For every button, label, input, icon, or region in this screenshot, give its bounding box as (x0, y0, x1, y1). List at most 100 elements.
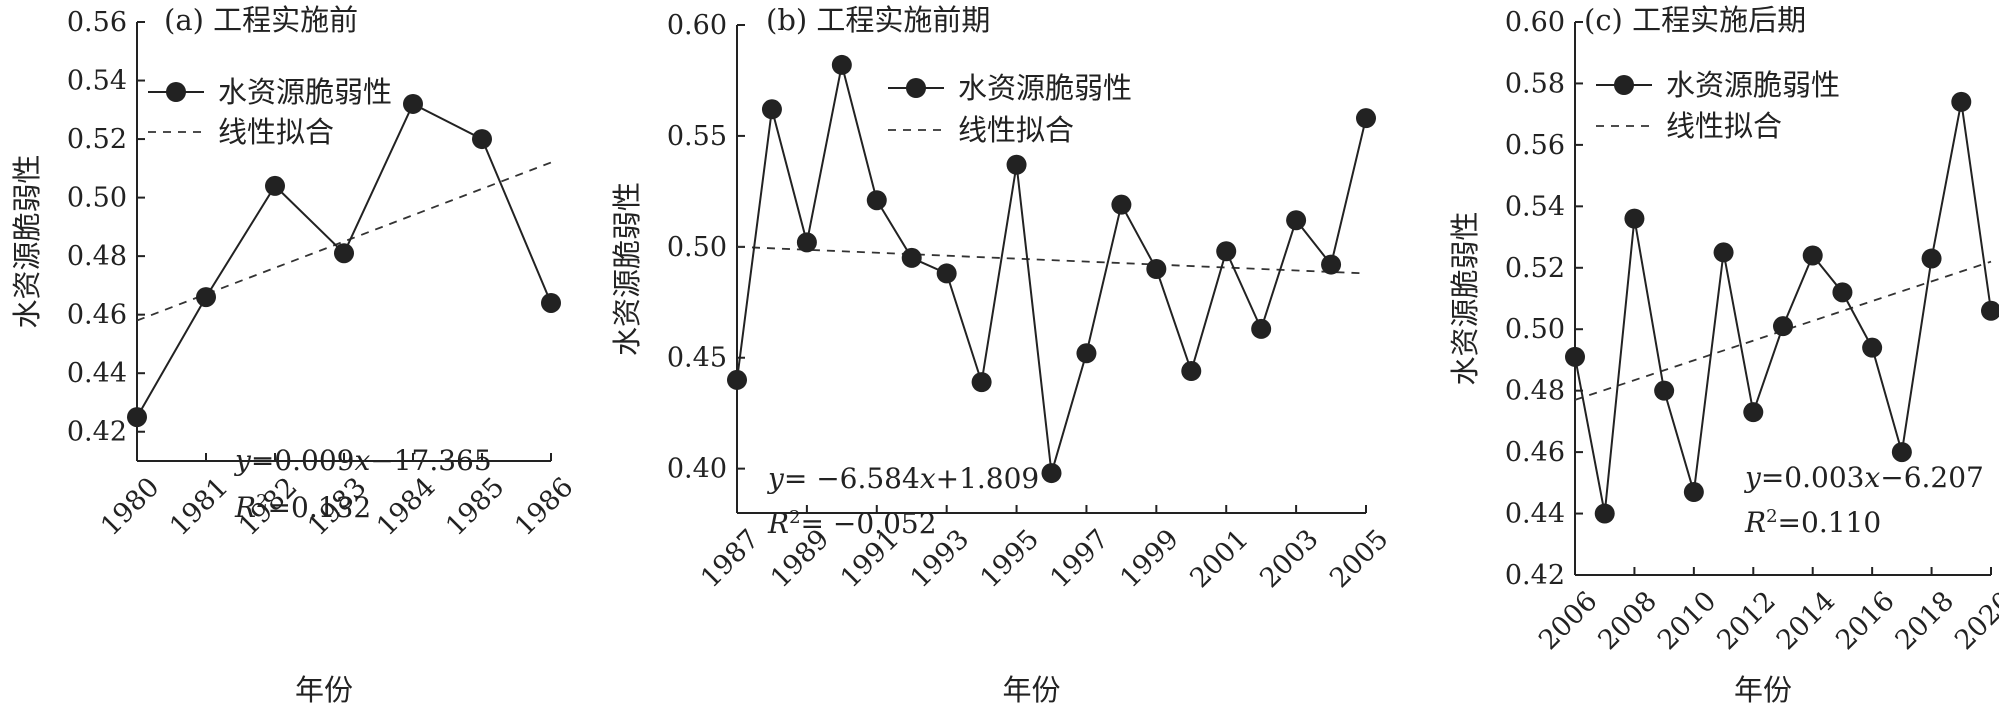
regression-equation: y=0.003x−6.207 (1743, 461, 1984, 494)
y-tick-label: 0.50 (667, 232, 727, 263)
legend-series-marker (1614, 75, 1634, 95)
x-tick-label: 1995 (975, 524, 1046, 595)
data-point (1321, 254, 1342, 275)
data-point (1773, 316, 1793, 337)
x-tick-label: 1997 (1044, 524, 1115, 595)
y-tick-label: 0.56 (1505, 130, 1565, 161)
data-point (196, 287, 216, 308)
data-point (1862, 337, 1883, 358)
y-tick-label: 0.50 (1505, 314, 1565, 345)
regression-equation: y=0.009x−17.365 (233, 444, 492, 477)
legend-series-label: 水资源脆弱性 (958, 71, 1132, 105)
data-point (1683, 482, 1704, 503)
x-tick-label: 2018 (1890, 586, 1961, 657)
regression-equation: y= −6.584x+1.809 (766, 462, 1039, 495)
y-tick-label: 0.40 (667, 454, 727, 485)
data-point (936, 263, 957, 284)
panel-title: (c) 工程实施后期 (1584, 3, 1806, 37)
data-point (1565, 346, 1585, 367)
data-point (1832, 282, 1853, 303)
panel-title: (b) 工程实施前期 (766, 3, 990, 37)
y-tick-label: 0.42 (67, 417, 127, 448)
x-tick-label: 2003 (1254, 524, 1325, 595)
data-point (1251, 318, 1272, 339)
data-point (1743, 402, 1764, 423)
legend-fit-label: 线性拟合 (958, 113, 1074, 147)
series-line (1574, 101, 1992, 514)
y-tick-label: 0.45 (667, 343, 727, 374)
x-axis-label: 年份 (1734, 673, 1792, 707)
x-tick-label: 1981 (164, 472, 235, 543)
panel-title: (a) 工程实施前 (164, 3, 358, 37)
data-point (1802, 245, 1823, 266)
x-tick-label: 2010 (1652, 586, 1723, 657)
x-tick-label: 1986 (509, 472, 580, 543)
data-point (727, 369, 747, 390)
data-point (1951, 91, 1972, 112)
panel-1: 0.42 0.44 0.46 0.48 0.50 0.52 0.54 0.56 19801981… (10, 3, 580, 707)
legend-fit-label: 线性拟合 (218, 115, 334, 149)
r-squared: R2=0.132 (234, 491, 371, 525)
legend-fit-label: 线性拟合 (1666, 109, 1782, 143)
y-tick-label: 0.52 (67, 124, 127, 155)
data-point (1981, 300, 1999, 321)
x-tick-label: 2020 (1949, 586, 1999, 657)
y-tick-label: 0.54 (1505, 191, 1565, 222)
x-tick-label: 2014 (1771, 586, 1842, 657)
data-point (1891, 442, 1912, 463)
data-point (334, 243, 354, 264)
y-tick-label: 0.44 (1505, 499, 1565, 530)
data-point (901, 247, 922, 268)
x-tick-label: 2006 (1533, 586, 1604, 657)
panel-3: 0.42 0.44 0.46 0.48 0.50 0.52 0.54 0.56 0.58 0.60… (1448, 3, 1999, 707)
x-axis-label: 年份 (1002, 673, 1060, 707)
data-point (796, 232, 817, 253)
data-point (541, 292, 561, 313)
data-point (403, 93, 423, 114)
y-tick-label: 0.60 (1505, 7, 1565, 38)
y-tick-label: 0.50 (67, 183, 127, 214)
data-point (1216, 241, 1237, 262)
y-axis-label: 水资源脆弱性 (610, 182, 644, 356)
y-tick-label: 0.60 (667, 10, 727, 41)
y-axis-label: 水资源脆弱性 (10, 154, 44, 328)
data-point (265, 175, 285, 196)
y-tick-label: 0.55 (667, 121, 727, 152)
x-tick-label: 2016 (1830, 586, 1901, 657)
data-point (1286, 210, 1307, 231)
x-tick-label: 1980 (95, 472, 166, 543)
y-tick-label: 0.46 (1505, 437, 1565, 468)
y-tick-label: 0.52 (1505, 253, 1565, 284)
y-tick-label: 0.56 (67, 7, 127, 38)
y-tick-label: 0.58 (1505, 68, 1565, 99)
x-tick-label: 2005 (1324, 524, 1395, 595)
legend-series-label: 水资源脆弱性 (1666, 68, 1840, 102)
y-tick-label: 0.42 (1505, 560, 1565, 591)
r-squared: R2=0.110 (1744, 506, 1881, 540)
fit-line (736, 245, 1367, 275)
x-tick-label: 2008 (1592, 586, 1663, 657)
legend-series-label: 水资源脆弱性 (218, 75, 392, 109)
data-point (1006, 154, 1027, 175)
y-tick-label: 0.46 (67, 300, 127, 331)
data-point (1181, 361, 1202, 382)
y-axis-label: 水资源脆弱性 (1448, 211, 1482, 385)
data-point (1594, 503, 1615, 524)
data-point (1356, 108, 1376, 129)
data-point (127, 407, 147, 428)
y-tick-label: 0.54 (67, 66, 127, 97)
r-squared: R2= −0.052 (767, 507, 937, 541)
x-axis-label: 年份 (295, 673, 353, 707)
data-point (472, 129, 492, 150)
data-point (1146, 259, 1167, 279)
legend-series-marker (906, 78, 926, 98)
fit-line (1574, 260, 1992, 401)
legend-series-marker (166, 82, 186, 102)
data-point (1624, 208, 1645, 229)
x-tick-label: 1984 (371, 472, 442, 543)
data-point (1111, 194, 1132, 215)
x-tick-label: 1999 (1114, 524, 1185, 595)
data-point (831, 54, 852, 75)
